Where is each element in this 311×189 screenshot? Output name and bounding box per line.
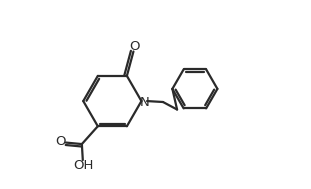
Text: O: O	[55, 135, 66, 148]
Text: OH: OH	[73, 159, 94, 172]
Text: N: N	[140, 95, 150, 108]
Text: O: O	[129, 40, 140, 53]
